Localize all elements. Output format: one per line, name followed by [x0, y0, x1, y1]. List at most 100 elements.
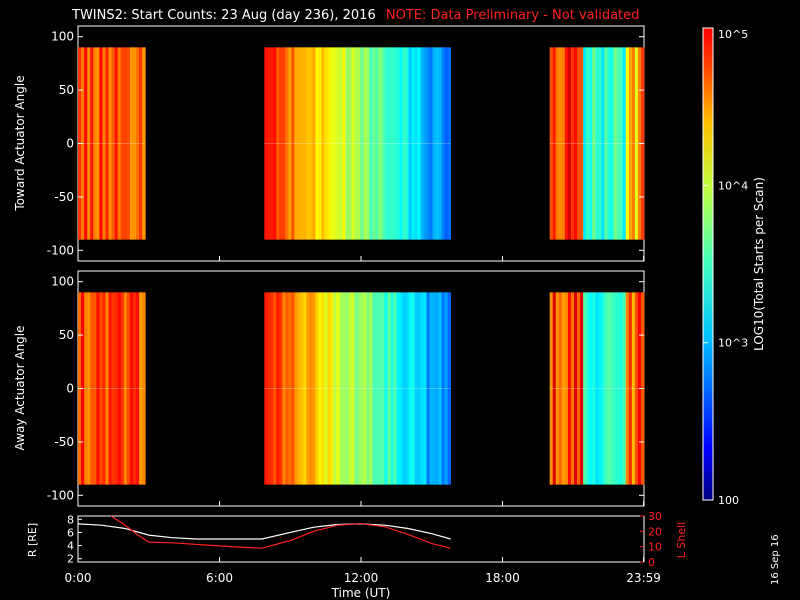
heatmap-cell: [105, 47, 109, 240]
heatmap-cell: [303, 47, 307, 240]
heatmap-cell: [586, 292, 590, 485]
y-tick-label: 0: [66, 382, 74, 396]
heatmap-cell: [117, 292, 122, 485]
heatmap-cell: [601, 47, 605, 240]
heatmap-cell: [619, 292, 624, 485]
heatmap-cell: [273, 292, 277, 485]
y-tick-label: 0: [66, 137, 74, 151]
heatmap-cell: [558, 292, 563, 485]
orbit-lines: [77, 515, 451, 549]
heatmap-cell: [321, 292, 325, 485]
heatmap-cell: [330, 292, 334, 485]
heatmap-cell: [99, 47, 103, 240]
heatmap-cell: [613, 47, 618, 240]
heatmap-cell: [411, 292, 415, 485]
heatmap-cell: [426, 47, 430, 240]
heatmap-cell: [136, 292, 140, 485]
heatmap-cell: [375, 47, 379, 240]
heatmap-cell: [589, 47, 593, 240]
heatmap-cell: [132, 292, 137, 485]
heatmap-cell: [634, 292, 639, 485]
heatmap-cell: [90, 292, 94, 485]
heatmap-cell: [570, 292, 575, 485]
heatmap-cell: [357, 292, 361, 485]
heatmap-cell: [601, 292, 605, 485]
heatmap-cell: [297, 292, 301, 485]
heatmap-cell: [628, 47, 633, 240]
heatmap-cell: [387, 47, 391, 240]
heatmap-cell: [96, 292, 100, 485]
heatmap-cell: [333, 47, 337, 240]
heatmap-cell: [552, 47, 557, 240]
heatmap-cell: [84, 292, 88, 485]
heatmap-cell: [321, 47, 325, 240]
heatmap-cell: [108, 292, 113, 485]
heatmap-cell: [84, 47, 88, 240]
colorbar-gradient: [702, 27, 714, 501]
heatmap-cell: [297, 47, 301, 240]
heatmap-cell: [126, 47, 131, 240]
heatmap-cell: [270, 47, 274, 240]
heatmap-cell: [139, 292, 143, 485]
heatmap-cell: [429, 47, 433, 240]
heatmap-cell: [393, 292, 397, 485]
heatmap-cell: [564, 292, 569, 485]
heatmap-cell: [105, 292, 109, 485]
heatmap-cell: [291, 292, 295, 485]
heatmap-cell: [423, 292, 427, 485]
heatmap-cell: [598, 47, 602, 240]
heatmap-cell: [381, 47, 385, 240]
heatmap-cell: [561, 47, 566, 240]
heatmap-cell: [444, 47, 449, 240]
heatmap-cell: [613, 292, 618, 485]
heatmap-cell: [555, 292, 560, 485]
heatmap-cell: [87, 292, 91, 485]
colorbar-label: LOG10(Total Starts per Scan): [752, 177, 766, 351]
heatmap-cell: [426, 292, 430, 485]
heatmap-cell: [580, 292, 584, 485]
heatmap-cell: [604, 292, 608, 485]
title-text: TWINS2: Start Counts: 23 Aug (day 236), …: [72, 8, 376, 23]
heatmap-cell: [363, 47, 367, 240]
heatmap-cell: [369, 292, 373, 485]
heatmap-cell: [342, 47, 346, 240]
orbit-lshell-ticks: 0 10 20 30: [640, 510, 662, 569]
heatmap-cell: [435, 47, 439, 240]
heatmap-cell: [123, 47, 128, 240]
heatmap-cell: [420, 292, 424, 485]
heatmap-cell: [126, 292, 131, 485]
heatmap-cell: [360, 292, 364, 485]
heatmap-cell: [117, 47, 122, 240]
heatmap-cell: [444, 292, 449, 485]
x-tick-label: 18:00: [485, 571, 520, 585]
heatmap-cell: [264, 292, 268, 485]
heatmap-cell: [354, 47, 358, 240]
heatmap-cell: [583, 292, 587, 485]
heatmap-cell: [441, 47, 445, 240]
heatmap-cell: [432, 292, 436, 485]
heatmap-cell: [372, 47, 376, 240]
heatmap-cell: [123, 292, 128, 485]
heatmap-cell: [393, 47, 397, 240]
toward-heatmap-panel: -100 -50 0 50 100 Toward Actuator Angle: [13, 25, 645, 262]
heatmap-cell: [375, 292, 379, 485]
r-axis-label: R [RE]: [26, 523, 39, 557]
heatmap-cell: [142, 292, 146, 485]
y-tick-label: -100: [47, 488, 74, 502]
heatmap-cell: [577, 47, 581, 240]
heatmap-cell: [405, 292, 409, 485]
heatmap-cell: [447, 292, 452, 485]
heatmap-cell: [108, 47, 113, 240]
heatmap-cell: [399, 47, 403, 240]
heatmap-cell: [306, 292, 310, 485]
heatmap-cell: [384, 292, 388, 485]
heatmap-cell: [348, 292, 352, 485]
heatmap-cell: [132, 47, 137, 240]
heatmap-cell: [583, 47, 587, 240]
heatmap-cell: [574, 47, 578, 240]
heatmap-cell: [574, 292, 578, 485]
heatmap-cell: [129, 292, 134, 485]
heatmap-cell: [381, 292, 385, 485]
